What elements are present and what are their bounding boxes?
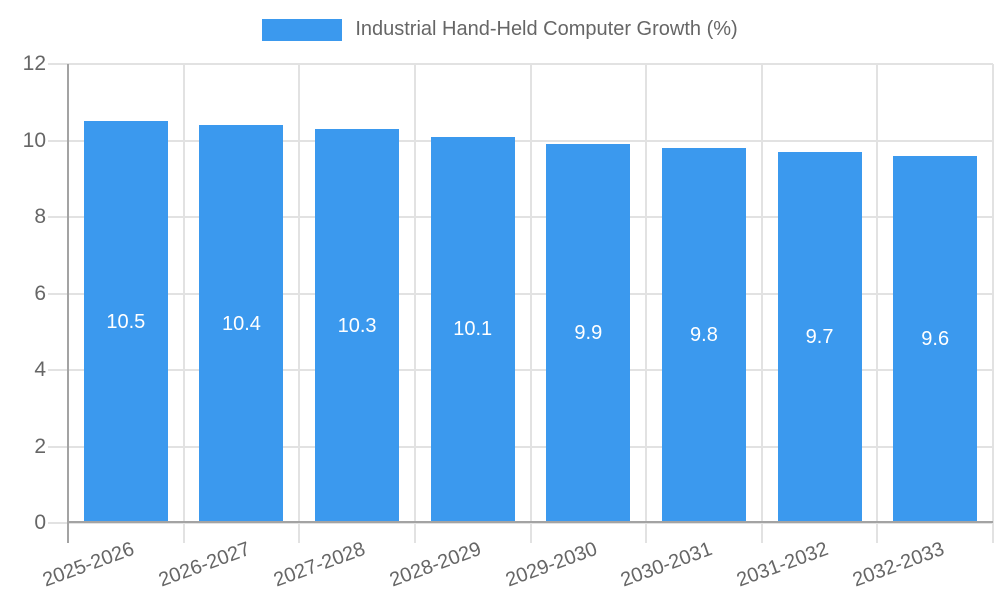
gridline	[876, 64, 879, 543]
bar[interactable]: 9.7	[777, 151, 862, 523]
y-axis-tick-label: 6	[34, 281, 46, 305]
gridline	[48, 139, 993, 142]
bar-value-label: 10.1	[453, 318, 493, 341]
y-axis-tick-label: 8	[34, 205, 46, 228]
bar[interactable]: 9.8	[661, 148, 746, 523]
gridline	[645, 64, 648, 543]
y-axis-line	[67, 64, 69, 543]
y-axis-tick-label: 12	[22, 52, 46, 75]
y-axis-tick-label: 0	[34, 511, 46, 534]
gridline	[48, 445, 993, 448]
gridline	[48, 216, 993, 218]
plot-area: 10.5 10.4 10.3 10.1 9.9 9.8 9.7 9.6	[48, 63, 994, 543]
gridline	[760, 64, 763, 543]
bar[interactable]: 10.3	[315, 129, 400, 523]
gridline	[48, 522, 993, 524]
bar-value-label: 9.6	[921, 327, 950, 350]
y-axis-tick-label: 2	[34, 434, 46, 458]
y-axis-tick-label: 10	[22, 128, 46, 152]
bar[interactable]: 10.5	[83, 121, 168, 523]
x-axis-tick-label: 2032-2033	[849, 538, 947, 592]
bar-value-label: 9.8	[690, 324, 718, 347]
y-axis-tick-label: 4	[34, 358, 46, 381]
legend-item[interactable]: Industrial Hand-Held Computer Growth (%)	[262, 18, 738, 41]
x-axis-tick-label: 2031-2032	[733, 538, 832, 592]
x-axis-tick-label: 2027-2028	[271, 538, 369, 592]
gridline	[48, 292, 993, 295]
bar[interactable]: 10.1	[430, 136, 515, 523]
bar-value-label: 10.4	[221, 312, 261, 335]
x-axis-tick-label: 2025-2026	[39, 538, 138, 592]
gridline	[48, 63, 993, 65]
x-axis-tick-label: 2030-2031	[618, 538, 716, 592]
bar-value-label: 10.5	[106, 310, 146, 333]
gridline	[182, 64, 185, 543]
gridline	[413, 64, 416, 543]
gridline	[992, 64, 994, 543]
x-axis-tick-label: 2026-2027	[155, 538, 253, 592]
bar[interactable]: 9.6	[893, 155, 978, 523]
gridline	[529, 64, 532, 543]
bar-value-label: 9.7	[805, 325, 834, 348]
gridline	[298, 64, 301, 543]
x-axis-tick-label: 2028-2029	[386, 538, 485, 592]
x-axis-tick-label: 2029-2030	[502, 538, 600, 592]
legend-label: Industrial Hand-Held Computer Growth (%)	[355, 18, 738, 40]
legend-swatch-icon	[262, 18, 343, 41]
bar-value-label: 10.3	[337, 314, 377, 337]
gridline	[48, 369, 993, 371]
chart-legend: Industrial Hand-Held Computer Growth (%)	[0, 18, 1000, 41]
bar[interactable]: 10.4	[199, 125, 284, 523]
bar[interactable]: 9.9	[546, 144, 631, 523]
bar-value-label: 9.9	[574, 322, 603, 345]
x-axis-line	[68, 521, 993, 523]
